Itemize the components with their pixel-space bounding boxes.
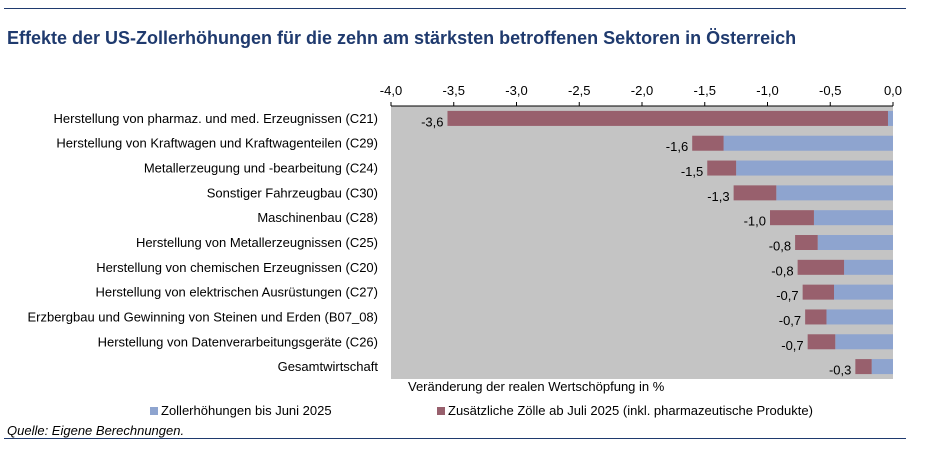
x-tick-label-2: -3,0 [505,83,527,98]
x-tick-label-5: -1,5 [694,83,716,98]
source-note: Quelle: Eigene Berechnungen. [7,423,185,438]
data-label-3: -1,3 [707,189,729,204]
chart-title: Effekte der US-Zollerhöhungen für die ze… [7,28,797,48]
legend-label-series-1: Zollerhöhungen bis Juni 2025 [161,403,332,418]
bar-2-10 [855,359,872,375]
bar-1-3 [776,185,893,201]
bar-2-6 [797,259,845,275]
x-tick-label-6: -1,0 [756,83,778,98]
legend-item-series-1: Zollerhöhungen bis Juni 2025 [150,403,332,418]
data-label-6: -0,8 [771,263,793,278]
bar-1-4 [813,210,893,226]
bottom-rule [4,438,906,439]
category-label-4: Maschinenbau (C28) [257,210,378,225]
x-axis-title: Veränderung der realen Wertschöpfung in … [408,379,665,394]
category-label-9: Herstellung von Datenverarbeitungsgeräte… [98,334,378,349]
legend-swatch-series-2 [437,407,445,415]
x-tick-label-0: -4,0 [380,83,402,98]
x-tick-label-8: 0,0 [884,83,902,98]
bar-2-9 [807,334,836,350]
category-label-0: Herstellung von pharmaz. und med. Erzeug… [54,111,378,126]
bar-2-8 [805,309,827,325]
bar-1-9 [835,334,893,350]
bar-1-5 [817,235,893,250]
category-label-10: Gesamtwirtschaft [278,359,379,374]
bar-1-7 [834,284,893,300]
category-label-6: Herstellung von chemischen Erzeugnissen … [96,260,378,275]
data-label-0: -3,6 [421,114,443,129]
category-label-5: Herstellung von Metallerzeugnissen (C25) [136,235,378,250]
category-label-3: Sonstiger Fahrzeugbau (C30) [207,185,378,200]
bar-2-4 [770,210,814,226]
bar-2-2 [707,160,737,176]
category-label-7: Herstellung von elektrischen Ausrüstunge… [95,285,378,300]
bar-1-10 [871,359,893,375]
data-label-1: -1,6 [666,139,688,154]
bar-1-8 [826,309,893,325]
bar-2-1 [692,135,724,151]
data-label-5: -0,8 [769,239,791,254]
legend-label-series-2: Zusätzliche Zölle ab Juli 2025 (inkl. ph… [448,403,813,418]
x-tick-label-7: -0,5 [819,83,841,98]
x-tick-label-4: -2,0 [631,83,653,98]
category-label-1: Herstellung von Kraftwagen und Kraftwage… [56,136,378,151]
category-label-2: Metallerzeugung und -bearbeitung (C24) [144,161,378,176]
bar-1-6 [844,259,893,275]
top-rule [4,8,906,9]
bar-2-3 [733,185,777,201]
bar-2-5 [795,235,818,250]
data-label-10: -0,3 [829,363,851,378]
x-tick-label-3: -2,5 [568,83,590,98]
bar-2-0 [447,110,888,126]
category-label-8: Erzbergbau und Gewinning von Steinen und… [27,309,378,324]
legend-swatch-series-1 [150,407,158,415]
legend-item-series-2: Zusätzliche Zölle ab Juli 2025 (inkl. ph… [437,403,813,418]
bar-1-2 [736,160,893,176]
x-tick-label-1: -3,5 [443,83,465,98]
data-label-7: -0,7 [776,288,798,303]
bar-1-1 [723,135,893,151]
bar-2-7 [802,284,835,300]
bar-1-0 [887,110,893,126]
data-label-2: -1,5 [681,164,703,179]
data-label-4: -1,0 [744,214,766,229]
data-label-9: -0,7 [781,338,803,353]
data-label-8: -0,7 [779,313,801,328]
